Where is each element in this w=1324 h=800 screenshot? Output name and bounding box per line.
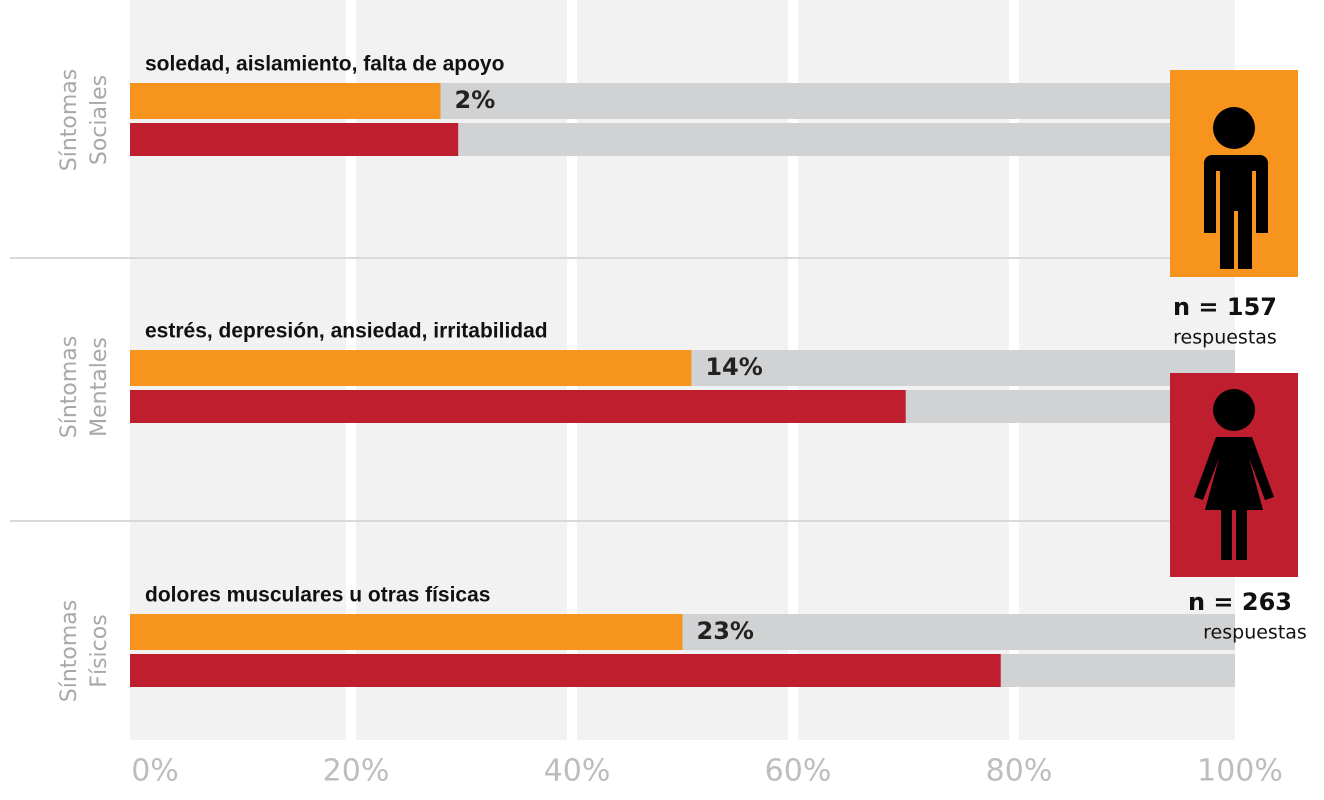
group-label: Físicos (87, 614, 112, 687)
annotation: 14% (705, 353, 762, 381)
group-label: Síntomas (57, 69, 82, 171)
woman-icon (1194, 389, 1274, 560)
group-label: Síntomas (57, 600, 82, 702)
bar (130, 654, 1001, 687)
legend-label: n = 157 (1173, 293, 1277, 321)
plot-area: 0% 20% 40% 60% 80% 100% soledad, aislamiento, … (10, 0, 1283, 789)
group-label: Mentales (87, 337, 112, 437)
x-tick-label: 100% (1197, 754, 1283, 789)
x-tick-label: 60% (765, 754, 832, 789)
legend-label: n = 263 (1188, 588, 1292, 616)
group-label: Síntomas (57, 336, 82, 438)
bar (130, 614, 683, 650)
annotation: 2% (455, 86, 496, 114)
bar (130, 350, 692, 386)
x-tick-label: 40% (544, 754, 611, 789)
bar (130, 390, 906, 423)
category-label: estrés, depresión, ansiedad, irritabilid… (145, 320, 548, 343)
category-label: dolores musculares u otras físicas (145, 584, 490, 607)
x-tick-label: 20% (323, 754, 390, 789)
legend-caption: respuestas (1203, 622, 1307, 644)
bar (130, 83, 441, 119)
category-label: soledad, aislamiento, falta de apoyo (145, 53, 504, 76)
legend-caption: respuestas (1173, 327, 1277, 349)
x-tick-label: 0% (131, 754, 179, 789)
man-icon (1204, 107, 1268, 269)
x-tick-label: 80% (986, 754, 1053, 789)
bar (130, 123, 459, 156)
group-label: Sociales (87, 75, 112, 165)
legend: n = 157 respuestas n = 263 respuestas (1170, 70, 1307, 644)
annotation: 23% (697, 617, 754, 645)
